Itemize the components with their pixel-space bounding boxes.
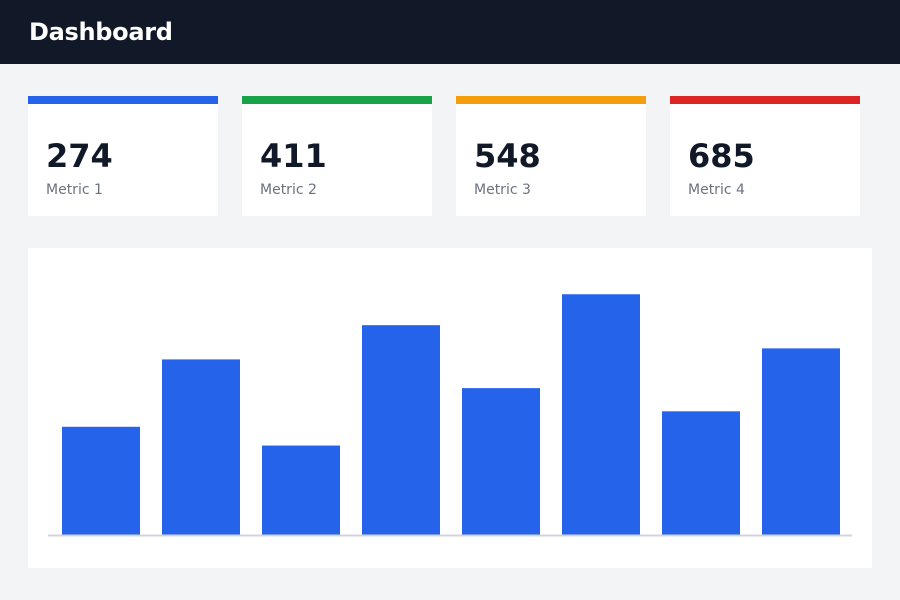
chart-bar-6 — [562, 294, 640, 535]
chart-bar-3 — [262, 445, 340, 535]
metric-value: 274 — [46, 137, 113, 175]
metric-card-accent — [242, 96, 432, 104]
metric-card-3: 548 Metric 3 — [456, 96, 646, 216]
bar-chart — [48, 294, 852, 537]
page-title: Dashboard — [29, 18, 173, 46]
top-bar: Dashboard — [0, 0, 900, 64]
bar-chart-panel — [28, 248, 872, 568]
metric-card-2: 411 Metric 2 — [242, 96, 432, 216]
chart-bar-8 — [762, 348, 840, 535]
metric-value: 411 — [260, 137, 327, 175]
chart-bar-7 — [662, 411, 740, 535]
chart-bar-2 — [162, 359, 240, 535]
metric-label: Metric 4 — [688, 182, 745, 198]
chart-bar-1 — [62, 426, 140, 535]
metric-card-4: 685 Metric 4 — [670, 96, 860, 216]
metric-value: 548 — [474, 137, 541, 175]
metric-label: Metric 1 — [46, 182, 103, 198]
chart-bar-5 — [462, 388, 540, 535]
metric-card-accent — [28, 96, 218, 104]
metric-card-accent — [456, 96, 646, 104]
metric-label: Metric 2 — [260, 182, 317, 198]
metric-value: 685 — [688, 137, 755, 175]
chart-bar-4 — [362, 325, 440, 535]
metric-card-1: 274 Metric 1 — [28, 96, 218, 216]
bars-group — [62, 294, 840, 535]
metric-card-accent — [670, 96, 860, 104]
metric-label: Metric 3 — [474, 182, 531, 198]
